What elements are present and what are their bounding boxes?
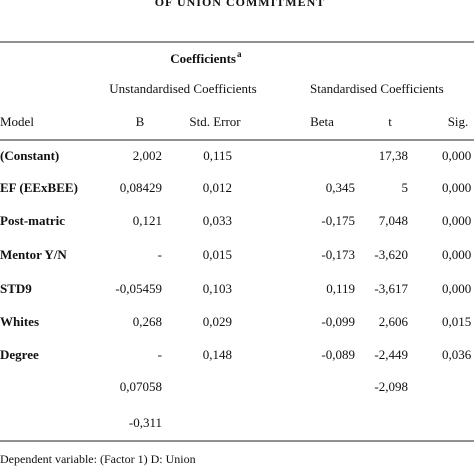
cell: -0,05459 [115,281,162,296]
column-header: Model [0,114,34,129]
column-header: B [136,114,145,129]
column-header: Std. Error [189,114,241,129]
caption-note: a [237,49,242,59]
column-header: t [388,114,392,129]
caption: Coefficients [170,51,236,66]
cell: - [158,247,162,262]
cell: -2,449 [374,347,408,362]
cell: 0,036 [442,347,472,362]
cell: 2,002 [133,148,162,163]
cell: 0,148 [203,347,232,362]
cell: 0,103 [203,281,232,296]
cell: 0,033 [203,213,232,228]
row-label: Degree [0,347,39,362]
group-header: Unstandardised Coefficients [109,81,256,96]
cell: -0,099 [321,314,355,329]
cell: 0,07058 [120,379,162,394]
title: OF UNION COMMITMENT [155,0,326,9]
row-label: (Constant) [0,148,59,163]
cell: 0,015 [442,314,471,329]
cell: 17,38 [379,148,408,163]
cell: 0,000 [442,281,471,296]
group-header: Standardised Coefficients [310,81,444,96]
cell: 0,000 [442,247,471,262]
cell: 0,000 [442,213,471,228]
cell: 0,08429 [120,180,162,195]
cell: 0,000 [442,180,471,195]
cell: - [158,347,162,362]
footer: Dependent variable: (Factor 1) D: Union [0,452,196,466]
cell: -3,620 [374,247,408,262]
cell: 0,115 [203,148,232,163]
cell: 0,000 [442,148,471,163]
row-label: Post-matric [0,213,65,228]
cell: -2,098 [374,379,408,394]
column-header: Beta [310,114,334,129]
cell: 0,015 [203,247,232,262]
cell: 7,048 [379,213,408,228]
cell: 0,119 [326,281,355,296]
cell: -0,173 [321,247,355,262]
row-label: STD9 [0,281,32,296]
row-label: Whites [0,314,39,329]
cell: 5 [402,180,409,195]
cell: 0,029 [203,314,232,329]
column-header: Sig. [448,114,469,129]
cell: 2,606 [379,314,409,329]
cell: 0,012 [203,180,232,195]
row-label: Mentor Y/N [0,247,67,262]
cell: 0,121 [133,213,162,228]
cell: 0,268 [133,314,162,329]
cell: -0,175 [321,213,355,228]
cell: -0,311 [129,415,162,430]
cell: 0,345 [326,180,355,195]
row-label: EF (EExBEE) [0,180,78,195]
cell: -0,089 [321,347,355,362]
cell: -3,617 [374,281,408,296]
